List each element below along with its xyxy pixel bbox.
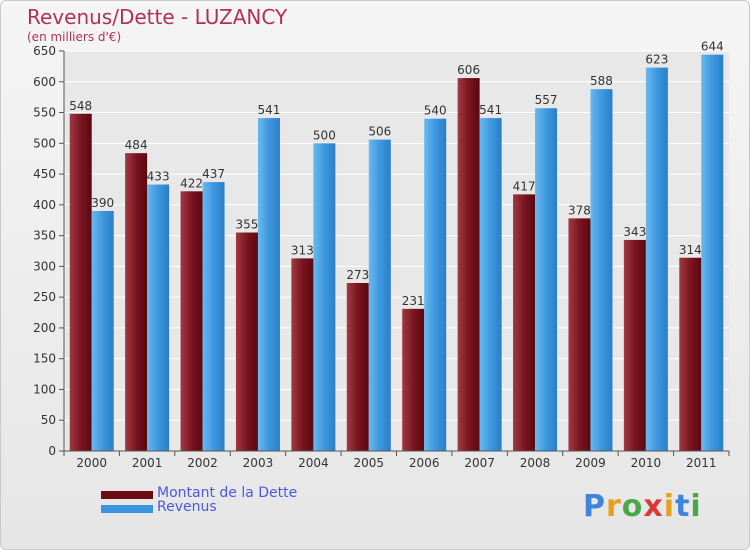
legend-label-revenue: Revenus bbox=[157, 499, 217, 515]
gridlines bbox=[64, 50, 729, 452]
axes: 0 50 100 150 200 250 300 350 400 450 500 550 600 650 2… bbox=[33, 44, 730, 470]
legend-label-debt: Montant de la Dette bbox=[157, 485, 298, 501]
revenue-bar bbox=[479, 118, 502, 452]
y-tick-label: 50 bbox=[41, 413, 56, 427]
data-label: 548 bbox=[69, 99, 92, 113]
data-label: 540 bbox=[424, 104, 447, 118]
revenue-bar bbox=[701, 54, 724, 451]
bars bbox=[69, 54, 724, 452]
data-label: 506 bbox=[368, 125, 391, 139]
y-tick-label: 400 bbox=[33, 198, 56, 212]
data-label: 644 bbox=[701, 40, 724, 54]
data-label: 343 bbox=[623, 225, 646, 239]
revenue-bar bbox=[535, 108, 558, 451]
y-tick-label: 300 bbox=[33, 259, 56, 273]
data-label: 541 bbox=[258, 103, 281, 117]
plot-area bbox=[64, 51, 729, 451]
data-label: 390 bbox=[91, 196, 114, 210]
data-label: 314 bbox=[679, 243, 702, 257]
x-tick-label: 2002 bbox=[187, 456, 218, 470]
y-tick-label: 0 bbox=[48, 444, 56, 458]
y-tick-label: 100 bbox=[33, 382, 56, 396]
revenue-bar bbox=[368, 139, 391, 451]
debt-bar bbox=[513, 194, 536, 451]
y-tick-label: 200 bbox=[33, 321, 56, 335]
y-tick-label: 500 bbox=[33, 136, 56, 150]
y-tick-label: 550 bbox=[33, 106, 56, 120]
data-label: 378 bbox=[568, 203, 591, 217]
data-label: 273 bbox=[346, 268, 369, 282]
legend-swatch-debt bbox=[101, 491, 153, 499]
data-label: 484 bbox=[125, 138, 148, 152]
debt-bar bbox=[457, 78, 480, 452]
data-label: 417 bbox=[513, 179, 536, 193]
data-label: 500 bbox=[313, 128, 336, 142]
debt-bar bbox=[346, 283, 369, 451]
data-label: 422 bbox=[180, 176, 203, 190]
data-label: 557 bbox=[535, 93, 558, 107]
debt-bar bbox=[291, 258, 314, 451]
debt-bar bbox=[623, 239, 646, 451]
debt-bar bbox=[679, 257, 702, 451]
x-tick-label: 2011 bbox=[686, 456, 717, 470]
y-tick-label: 650 bbox=[33, 44, 56, 58]
data-label: 588 bbox=[590, 74, 613, 88]
debt-bar bbox=[402, 308, 425, 451]
y-tick-label: 250 bbox=[33, 290, 56, 304]
data-label: 355 bbox=[236, 218, 259, 232]
chart-subtitle: (en milliers d'€) bbox=[27, 30, 122, 44]
legend-swatch-revenue bbox=[101, 505, 153, 513]
x-tick-label: 2003 bbox=[243, 456, 274, 470]
data-label: 606 bbox=[457, 63, 480, 77]
revenue-bar bbox=[313, 143, 336, 452]
chart-title: Revenus/Dette - LUZANCY bbox=[27, 5, 288, 29]
revenue-bar bbox=[91, 211, 114, 451]
data-label: 231 bbox=[402, 294, 425, 308]
x-tick-label: 2001 bbox=[132, 456, 163, 470]
x-tick-label: 2007 bbox=[464, 456, 495, 470]
x-tick-label: 2004 bbox=[298, 456, 329, 470]
revenue-bar bbox=[257, 118, 280, 452]
revenue-bar bbox=[590, 89, 613, 452]
data-label: 541 bbox=[479, 103, 502, 117]
x-tick-label: 2005 bbox=[354, 456, 385, 470]
data-label: 433 bbox=[147, 170, 170, 184]
revenue-bar bbox=[424, 118, 447, 451]
x-tick-label: 2009 bbox=[575, 456, 606, 470]
x-tick-label: 2006 bbox=[409, 456, 440, 470]
proxiti-logo: Proxiti bbox=[583, 489, 702, 524]
debt-bar bbox=[235, 232, 258, 451]
data-label: 623 bbox=[645, 53, 668, 67]
debt-bar bbox=[180, 191, 203, 452]
revenue-bar bbox=[147, 184, 170, 452]
y-tick-label: 600 bbox=[33, 75, 56, 89]
x-tick-label: 2000 bbox=[76, 456, 107, 470]
y-tick-label: 150 bbox=[33, 352, 56, 366]
revenue-bar bbox=[645, 67, 668, 451]
y-tick-label: 450 bbox=[33, 167, 56, 181]
debt-bar bbox=[69, 113, 92, 452]
debt-bar bbox=[568, 218, 591, 451]
x-tick-label: 2010 bbox=[631, 456, 662, 470]
data-label: 313 bbox=[291, 243, 314, 257]
revenue-bar bbox=[202, 182, 225, 452]
data-label: 437 bbox=[202, 167, 225, 181]
x-tick-label: 2008 bbox=[520, 456, 551, 470]
debt-bar bbox=[125, 153, 148, 451]
y-tick-label: 350 bbox=[33, 229, 56, 243]
